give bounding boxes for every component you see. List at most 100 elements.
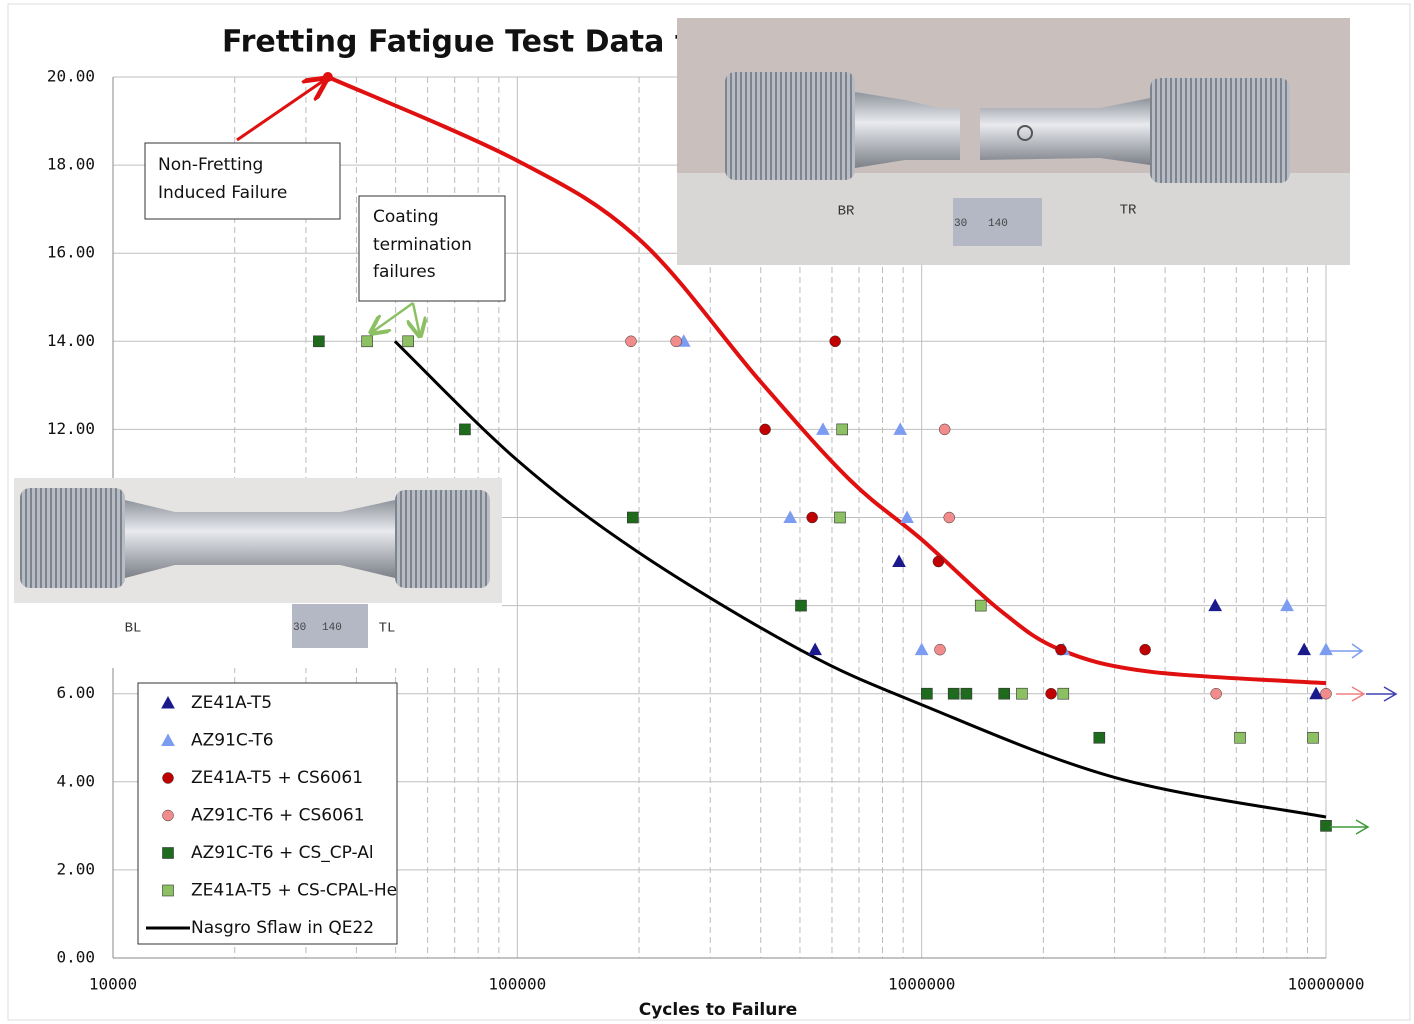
ruler-label: 140 <box>322 622 342 634</box>
data-point <box>938 423 951 436</box>
y-tick-label: 16.00 <box>47 243 95 262</box>
data-point <box>402 335 414 348</box>
data-point <box>900 510 914 523</box>
y-tick-label: 0.00 <box>56 948 95 967</box>
legend-label: AZ91C-T6 <box>191 731 274 751</box>
chart-title: Fretting Fatigue Test Data for <box>222 25 723 60</box>
ruler <box>953 198 1042 246</box>
data-point <box>892 554 906 568</box>
data-point <box>947 687 960 700</box>
data-point <box>1280 598 1294 612</box>
y-tick-label: 14.00 <box>47 331 95 350</box>
data-point <box>893 422 908 435</box>
legend-swatch <box>162 772 174 784</box>
ruler-label: 30 <box>293 622 306 634</box>
annotation: Coating <box>373 207 439 227</box>
data-point <box>1057 687 1070 700</box>
photo-top: BR TR 30 140 <box>677 18 1350 265</box>
data-point <box>998 687 1010 700</box>
data-point <box>670 335 682 348</box>
x-axis-title: Cycles to Failure <box>639 1000 798 1020</box>
y-tick-label: 12.00 <box>47 419 95 438</box>
data-point <box>1309 686 1323 700</box>
data-point <box>806 511 818 524</box>
ruler-label: 30 <box>954 218 967 230</box>
photo-label: TL <box>379 621 396 637</box>
data-point <box>1045 687 1057 700</box>
data-point <box>829 335 841 348</box>
annotation-box <box>144 142 341 220</box>
annotation: Non-Fretting <box>158 155 263 175</box>
legend-label: ZE41A-T5 + CS-CPAL-He <box>191 881 397 901</box>
data-point <box>1016 687 1028 700</box>
annotation-box <box>358 195 506 302</box>
legend: ZE41A-T5 AZ91C-T6 ZE41A-T5 + CS6061 AZ91C-T… <box>137 682 398 945</box>
data-point <box>921 687 933 700</box>
data-point <box>974 599 987 612</box>
data-point <box>1139 643 1151 656</box>
data-point <box>1320 820 1332 832</box>
data-point <box>934 643 946 656</box>
y-tick-label: 6.00 <box>56 683 95 702</box>
legend-label: Nasgro Sflaw in QE22 <box>191 918 374 938</box>
data-point <box>816 422 830 435</box>
arrow <box>413 302 420 336</box>
photo-label: BR <box>838 204 855 220</box>
legend-swatch <box>162 884 174 897</box>
legend-swatch <box>162 847 174 859</box>
annotation: termination <box>373 235 472 255</box>
y-tick-label: 18.00 <box>47 155 95 174</box>
data-point <box>625 335 637 348</box>
photo-label: BL <box>125 621 142 637</box>
data-point <box>1210 687 1222 700</box>
data-point <box>361 335 373 348</box>
specimen-thread <box>395 490 490 588</box>
specimen-body <box>855 92 960 168</box>
data-point <box>932 555 945 568</box>
x-tick-label: 100000 <box>488 975 546 994</box>
specimen-thread <box>20 488 125 588</box>
data-point <box>1319 642 1333 656</box>
y-tick-label: 2.00 <box>56 859 95 878</box>
annotation: failures <box>373 262 436 282</box>
data-point <box>1093 731 1106 744</box>
curve <box>327 75 1327 686</box>
legend-label: ZE41A-T5 + CS6061 <box>191 768 363 788</box>
legend-swatch <box>161 733 175 746</box>
data-point <box>1307 731 1319 744</box>
legend-swatch <box>162 809 174 822</box>
x-tick-label: 10000 <box>89 975 137 994</box>
legend-label: ZE41A-T5 <box>191 693 272 713</box>
specimen-body <box>125 500 395 578</box>
specimen-body <box>980 98 1150 165</box>
data-point <box>960 687 973 700</box>
data-point <box>914 642 929 656</box>
arrow <box>371 301 414 333</box>
annotation: Induced Failure <box>158 183 287 203</box>
data-point <box>1320 687 1332 700</box>
arrow <box>236 79 326 142</box>
legend-swatch <box>161 695 175 709</box>
data-point <box>1234 731 1246 744</box>
data-point <box>1297 642 1311 656</box>
curve <box>393 340 1327 819</box>
y-tick-label: 4.00 <box>56 771 95 790</box>
y-tick-label: 20.00 <box>47 67 95 86</box>
data-point <box>808 642 822 656</box>
data-point <box>313 335 325 348</box>
data-point <box>1055 643 1067 656</box>
legend-box <box>137 682 398 945</box>
fret-mark <box>1017 125 1033 141</box>
data-point <box>834 511 846 524</box>
x-tick-label: 1000000 <box>888 975 955 994</box>
ruler <box>292 604 368 648</box>
data-point <box>459 423 471 436</box>
legend-label: AZ91C-T6 + CS6061 <box>191 806 365 826</box>
photo-label: TR <box>1120 203 1137 219</box>
data-point <box>626 511 639 524</box>
ruler-label: 140 <box>988 218 1008 230</box>
x-tick-label: 10000000 <box>1287 975 1364 994</box>
annotations: Non-Fretting Induced Failure Coating ter… <box>144 79 1398 835</box>
